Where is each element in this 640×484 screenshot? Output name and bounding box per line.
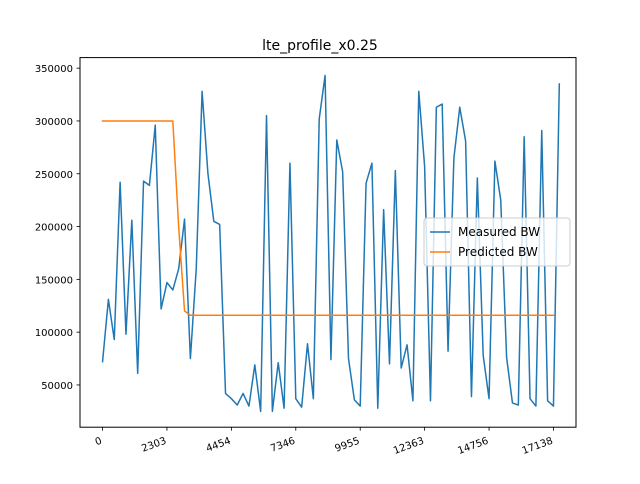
legend-label: Predicted BW [458,245,538,259]
y-tick-label: 350000 [35,64,73,75]
y-tick-label: 300000 [35,117,73,128]
chart-title: lte_profile_x0.25 [262,38,378,54]
legend-label: Measured BW [458,225,540,239]
y-tick-label: 150000 [35,275,73,286]
y-tick-label: 100000 [35,328,73,339]
y-tick-label: 250000 [35,170,73,181]
y-tick-label: 50000 [41,381,73,392]
legend: Measured BW Predicted BW [424,218,570,266]
y-tick-label: 200000 [35,223,73,234]
